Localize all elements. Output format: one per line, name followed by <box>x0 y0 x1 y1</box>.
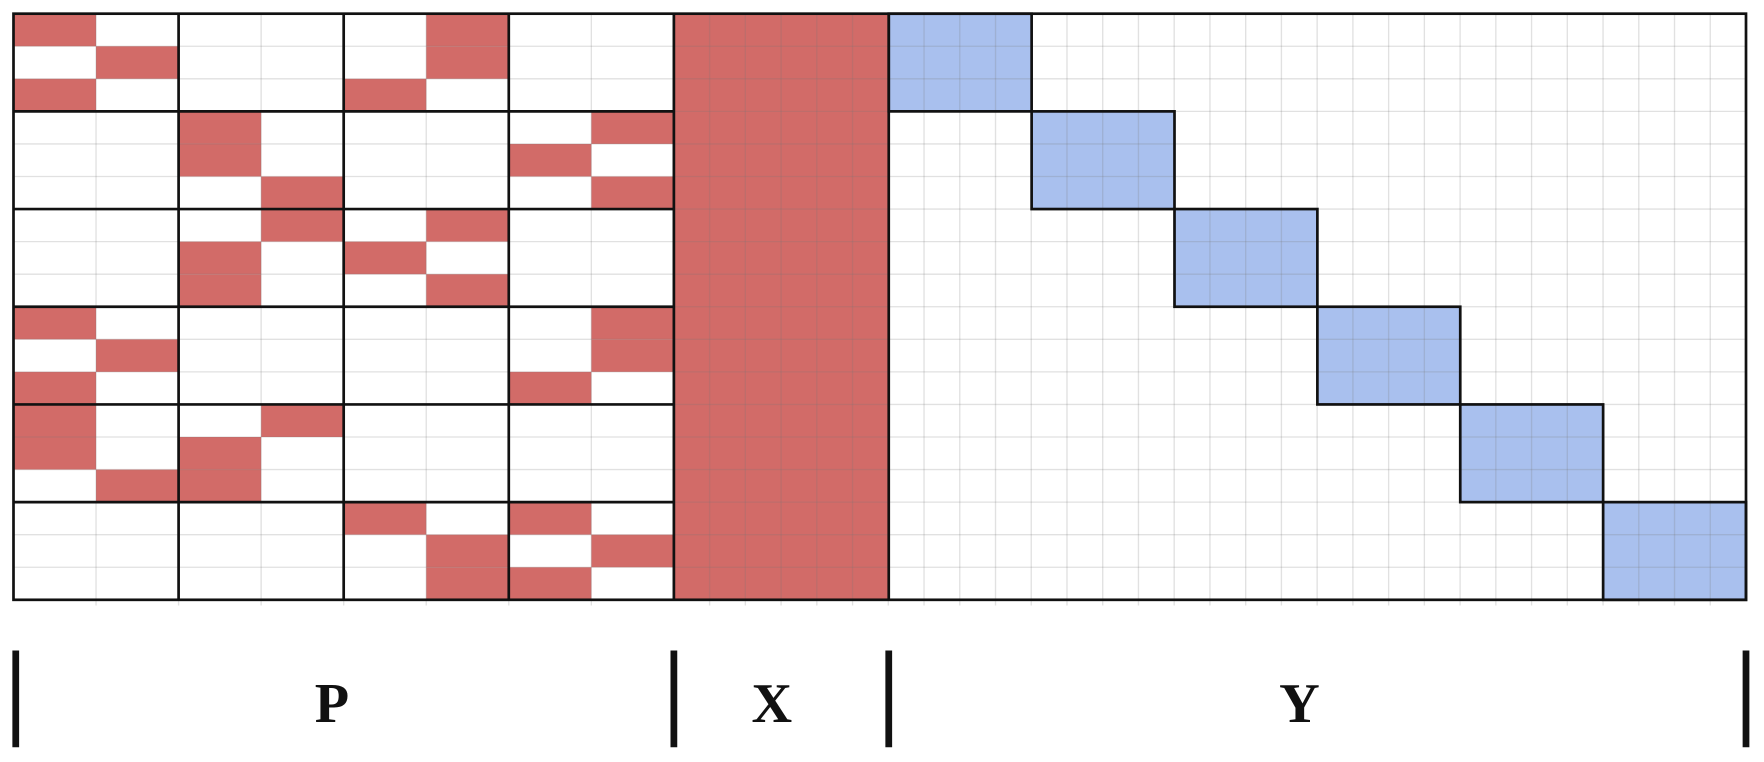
red-cell <box>508 567 592 600</box>
red-cell <box>13 306 97 340</box>
blue-block <box>1174 209 1318 307</box>
region-label: P <box>315 673 349 735</box>
red-cell <box>343 241 427 275</box>
red-cell <box>508 371 592 405</box>
red-cell <box>13 371 97 405</box>
cell-fills <box>13 13 1746 600</box>
red-cell <box>591 534 674 568</box>
region-bars <box>12 650 1750 748</box>
red-cell <box>178 241 262 275</box>
red-cell <box>13 404 97 438</box>
blue-block-border <box>1173 207 1319 309</box>
red-cell <box>178 274 262 307</box>
red-cell <box>426 13 509 47</box>
red-cell <box>13 437 97 470</box>
red-cell <box>426 274 509 307</box>
red-cell <box>13 13 97 47</box>
blue-block <box>1317 306 1461 405</box>
red-cell <box>96 469 179 503</box>
region-label: Y <box>1279 673 1320 735</box>
blue-block <box>1603 502 1746 600</box>
red-column <box>673 13 889 600</box>
red-cell <box>178 143 262 177</box>
red-cell <box>426 46 509 79</box>
red-cell <box>508 143 592 177</box>
red-cell <box>261 209 344 242</box>
red-cell <box>426 534 509 568</box>
blue-block-border <box>1316 305 1462 406</box>
red-cell <box>261 404 344 438</box>
blue-block <box>1460 404 1604 503</box>
blue-block-border <box>1458 403 1605 504</box>
red-cell <box>591 111 674 144</box>
region-label: X <box>751 673 792 735</box>
blue-block <box>888 13 1032 112</box>
red-cell <box>13 78 97 112</box>
red-cell <box>343 502 427 535</box>
red-cell <box>96 339 179 372</box>
red-cell <box>261 176 344 210</box>
red-cell <box>426 567 509 600</box>
red-cell <box>591 176 674 210</box>
red-cell <box>96 46 179 79</box>
blue-block-border <box>1030 110 1176 211</box>
red-cell <box>426 209 509 242</box>
block-borders <box>12 12 1748 602</box>
blue-block <box>1031 111 1175 210</box>
red-cell <box>178 437 262 470</box>
red-cell <box>591 339 674 372</box>
red-cell <box>178 111 262 144</box>
red-cell <box>591 306 674 340</box>
outer-border <box>12 12 1748 602</box>
red-cell <box>178 469 262 503</box>
red-cell <box>508 502 592 535</box>
red-cell <box>343 78 427 112</box>
